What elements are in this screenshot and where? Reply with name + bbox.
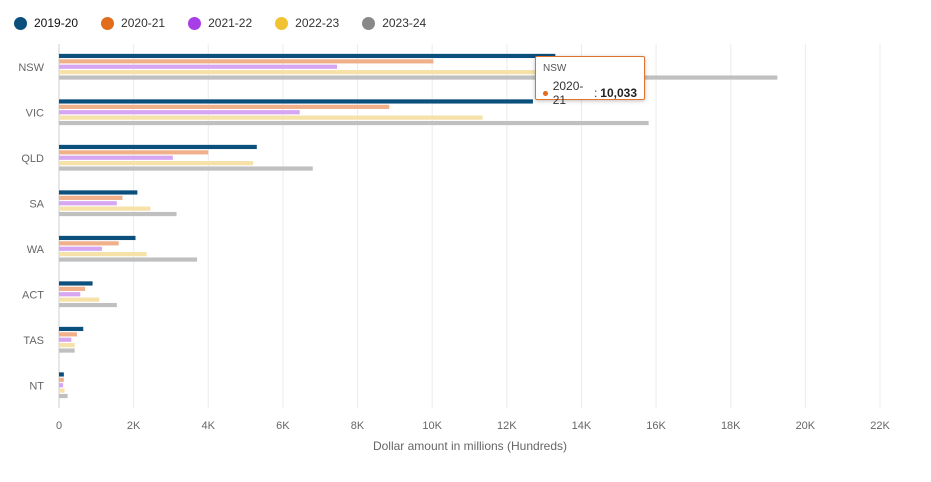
bar-nt-2020-21 — [59, 377, 64, 382]
bar-vic-2023-24 — [59, 120, 649, 126]
tooltip-title: NSW — [543, 63, 567, 74]
bar-tas-2023-24 — [59, 348, 75, 353]
x-tick-label: 2K — [127, 420, 141, 432]
y-category-label: QLD — [21, 153, 44, 165]
bar-tas-2020-21 — [59, 332, 77, 337]
bar-act-2023-24 — [59, 302, 117, 308]
bar-qld-2022-23 — [59, 161, 254, 166]
bar-nsw-2021-22 — [59, 64, 338, 69]
legend-label: 2023-24 — [382, 16, 427, 30]
x-tick-label: 6K — [276, 420, 290, 432]
bar-act-2022-23 — [59, 297, 100, 302]
bar-nt-2019-20 — [59, 372, 64, 377]
bar-nsw-2020-21 — [59, 59, 434, 64]
bar-qld-2020-21 — [59, 150, 209, 155]
bar-wa-2022-23 — [59, 252, 147, 257]
bar-tas-2019-20 — [59, 326, 84, 332]
bar-wa-2020-21 — [59, 241, 119, 246]
x-tick-label: 4K — [202, 420, 216, 432]
bar-nt-2023-24 — [59, 393, 68, 399]
y-category-label: ACT — [22, 289, 44, 301]
bar-act-2021-22 — [59, 292, 81, 297]
chart-tooltip: NSW 2020-21: 10,033 — [535, 56, 645, 107]
bar-qld-2023-24 — [59, 166, 313, 171]
bar-tas-2022-23 — [59, 343, 75, 348]
bar-sa-2021-22 — [59, 201, 117, 206]
circle-dot-icon — [101, 16, 115, 30]
legend-label: 2022-23 — [295, 16, 340, 30]
bar-wa-2019-20 — [59, 235, 136, 241]
tooltip-value: 10,033 — [600, 86, 637, 100]
bar-wa-2023-24 — [59, 257, 198, 262]
bar-vic-2022-23 — [59, 115, 483, 120]
y-category-label: TAS — [23, 335, 44, 347]
bar-nsw-2019-20 — [59, 53, 556, 59]
bar-sa-2022-23 — [59, 206, 151, 211]
bar-act-2019-20 — [59, 281, 93, 286]
bar-wa-2021-22 — [59, 246, 102, 251]
legend-label: 2020-21 — [121, 16, 166, 30]
x-tick-label: 16K — [646, 420, 666, 432]
legend-item-2019-20[interactable]: 2019-20 — [14, 16, 78, 30]
circle-dot-icon — [188, 16, 202, 30]
y-category-label: SA — [29, 198, 44, 210]
bar-nsw-2022-23 — [59, 70, 541, 75]
bar-qld-2021-22 — [59, 155, 173, 160]
circle-dot-icon — [14, 16, 27, 30]
legend-item-2020-21[interactable]: 2020-21 — [101, 16, 165, 30]
x-tick-label: 8K — [351, 420, 365, 432]
x-tick-label: 12K — [497, 420, 517, 432]
bar-sa-2023-24 — [59, 211, 177, 217]
legend-label: 2019-20 — [34, 16, 79, 30]
bar-nt-2021-22 — [59, 383, 64, 388]
bar-sa-2019-20 — [59, 190, 138, 195]
bar-nsw-2023-24 — [59, 75, 778, 80]
y-category-label: NT — [29, 380, 44, 392]
tooltip-row: 2020-21: 10,033 — [543, 79, 637, 107]
tooltip-separator: : — [593, 86, 598, 100]
bar-nt-2022-23 — [59, 388, 65, 393]
y-category-label: VIC — [26, 107, 44, 119]
bar-sa-2020-21 — [59, 195, 123, 200]
legend-item-2023-24[interactable]: 2023-24 — [362, 16, 426, 30]
x-tick-label: 22K — [870, 420, 890, 432]
x-tick-label: 18K — [721, 420, 741, 432]
tooltip-series: 2020-21 — [552, 79, 584, 107]
series-dot-icon — [543, 90, 548, 96]
circle-dot-icon — [362, 16, 376, 30]
circle-dot-icon — [275, 16, 289, 30]
x-tick-label: 20K — [796, 420, 816, 432]
x-axis-title: Dollar amount in millions (Hundreds) — [373, 439, 567, 453]
bar-vic-2019-20 — [59, 99, 533, 104]
bar-tas-2021-22 — [59, 337, 72, 342]
x-tick-label: 0 — [56, 420, 62, 432]
bar-act-2020-21 — [59, 286, 86, 291]
bar-vic-2020-21 — [59, 104, 390, 109]
x-tick-label: 10K — [422, 420, 442, 432]
legend-label: 2021-22 — [208, 16, 253, 30]
x-tick-label: 14K — [572, 420, 592, 432]
legend-item-2022-23[interactable]: 2022-23 — [275, 16, 339, 30]
y-category-label: NSW — [18, 62, 44, 74]
chart-legend: 2019-20 2020-21 2021-22 2022-23 2023-24 — [14, 15, 449, 31]
y-category-label: WA — [27, 244, 45, 256]
legend-item-2021-22[interactable]: 2021-22 — [188, 16, 252, 30]
bar-vic-2021-22 — [59, 110, 300, 115]
bar-qld-2019-20 — [59, 144, 257, 150]
